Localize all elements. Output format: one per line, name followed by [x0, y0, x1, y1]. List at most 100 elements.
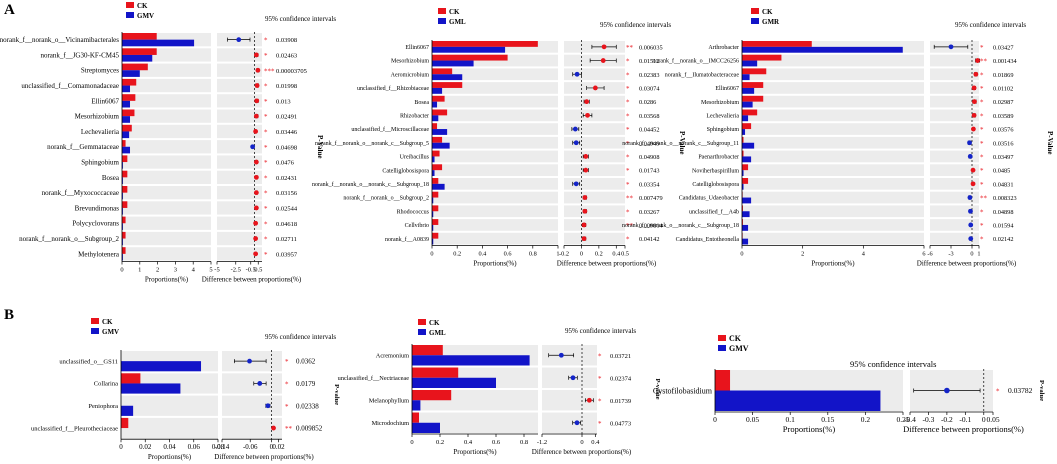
b1-diff-xlabel: Difference between proportions(%)	[214, 453, 314, 461]
b2-bar-control	[412, 345, 443, 356]
b3-legend-label-0: CK	[729, 334, 742, 343]
b2-pvalue: 0.01739	[610, 398, 631, 405]
b1-significance-star: *	[285, 403, 289, 411]
a2-category-label: unclassified_f__Microscillaceae	[351, 126, 429, 133]
a3-pvalue: 0.02142	[993, 236, 1013, 243]
b1-bar-tick-label: 0.06	[188, 443, 201, 451]
a3-category-label: Candidatus_Udaeobacter	[679, 196, 739, 202]
b1-significance-star: **	[285, 425, 293, 433]
a2-row-bg	[432, 68, 558, 81]
b1-diff-point	[257, 381, 263, 386]
a2-row-bg	[432, 178, 558, 190]
a1-bar-treatment	[122, 131, 130, 139]
a1-pvalue: 0.02431	[276, 175, 297, 182]
a2-pvalue-axis-label: P-Value	[678, 131, 686, 154]
a1-bar-treatment	[122, 70, 140, 77]
a2-pvalue: 0.04142	[639, 236, 659, 243]
a1-diff-row-bg	[217, 186, 262, 200]
a2-diff-point	[583, 167, 589, 173]
a2-category-label: Ureibacillus	[400, 155, 430, 161]
a3-row-bg	[742, 232, 924, 245]
b1-bar-control	[121, 373, 141, 384]
a2-pvalue: 0.04908	[639, 154, 659, 161]
a2-row-bg	[432, 164, 558, 176]
a2-bar-tick-label: 0.2	[453, 251, 461, 258]
a1-diff-row-bg	[217, 94, 262, 108]
a1-significance-star: *	[264, 52, 268, 60]
a3-diff-point	[967, 140, 972, 146]
b3-ci-title: 95% confidence intervals	[850, 359, 936, 369]
b2-pvalue: 0.02374	[610, 375, 632, 382]
a3-row-bg	[742, 164, 924, 176]
a2-bar-control	[432, 109, 448, 116]
b2-significance-star: *	[598, 420, 602, 428]
a2-significance-star: *	[626, 208, 630, 216]
a3-legend-swatch-0	[751, 8, 759, 14]
b1-bar-treatment	[121, 383, 181, 394]
a3-significance-star: *	[980, 222, 984, 230]
a1-pvalue: 0.03156	[276, 190, 298, 197]
a3-category-label: Lechevalieria	[706, 113, 739, 119]
a1-diff-row-bg	[217, 63, 262, 77]
a3-bar-treatment	[742, 224, 749, 231]
a3-diff-row-bg	[930, 205, 979, 218]
a2-diff-row-bg	[564, 178, 625, 190]
a2-bar-control	[432, 95, 445, 102]
b1-legend-swatch-1	[91, 328, 99, 334]
a1-diff-row-bg	[217, 109, 262, 123]
a2-significance-star: *	[626, 112, 630, 120]
a2-row-bg	[432, 123, 558, 135]
a3-diff-point	[975, 58, 980, 63]
b2-bar-control	[412, 390, 452, 401]
a2-pvalue: 0.01512	[639, 58, 659, 65]
a2-diff-tick-label: -0.2	[559, 251, 569, 258]
b3-diff-tick-label: -0.4	[904, 415, 916, 424]
b1-category-label: Collarina	[94, 381, 118, 388]
a1-diff-row-bg	[217, 231, 262, 246]
a3-bar-tick-label: 6	[922, 251, 925, 258]
panel-label-b: B	[4, 307, 15, 323]
a3-significance-star: *	[980, 99, 984, 107]
a3-row-bg	[742, 205, 924, 218]
a2-bar-tick-label: 0.6	[504, 251, 512, 258]
a1-bar-tick-label: 1	[138, 267, 141, 274]
a1-bar-treatment	[122, 39, 195, 47]
a2-significance-star: *	[626, 181, 630, 189]
a3-significance-star: **	[980, 195, 988, 203]
a2-pvalue: 0.009814	[639, 222, 663, 229]
a2-significance-star: *	[626, 236, 630, 244]
a1-pvalue: 0.01998	[276, 83, 297, 90]
a2-bar-treatment	[432, 87, 443, 94]
a2-significance-star: *	[626, 167, 630, 175]
a1-diff-point	[253, 174, 259, 180]
b3-legend-label-1: GMV	[729, 344, 749, 353]
a1-diff-row-bg	[217, 124, 262, 139]
a2-pvalue: 0.03568	[639, 113, 659, 120]
a2-bar-treatment	[432, 211, 434, 218]
a1-category-label: Ellin6067	[91, 97, 119, 105]
a2-diff-point	[573, 140, 579, 146]
a2-bar-treatment	[432, 129, 448, 135]
a1-pvalue: 0.00003705	[276, 68, 307, 75]
a3-significance-star: *	[980, 85, 984, 93]
a2-diff-tick-label: 0.4	[612, 251, 621, 258]
a1-diff-tick-label: -0.5	[246, 267, 256, 274]
a2-category-label: norank_f__A0839	[385, 236, 429, 243]
a3-row-bg	[742, 54, 924, 67]
a3-significance-star: *	[980, 208, 984, 216]
b1-pvalue-axis-label: P-value	[333, 384, 340, 405]
a2-row-bg	[432, 232, 558, 245]
a3-bar-control	[742, 95, 764, 102]
b2-legend-label-1: GML	[429, 329, 446, 337]
b1-diff-tick-label: 0.02	[272, 443, 285, 451]
a2-diff-point	[585, 112, 590, 118]
a2-bar-control	[432, 232, 439, 239]
a2-diff-point	[581, 222, 587, 228]
a1-significance-star: *	[264, 205, 268, 213]
a3-category-label: Catelliglobosispora	[692, 182, 739, 188]
a2-bar-control	[432, 164, 443, 171]
a1-pvalue-axis-label: P-Value	[316, 135, 324, 158]
a1-bar-tick-label: 4	[192, 267, 196, 274]
b1-bar-treatment	[121, 361, 202, 372]
